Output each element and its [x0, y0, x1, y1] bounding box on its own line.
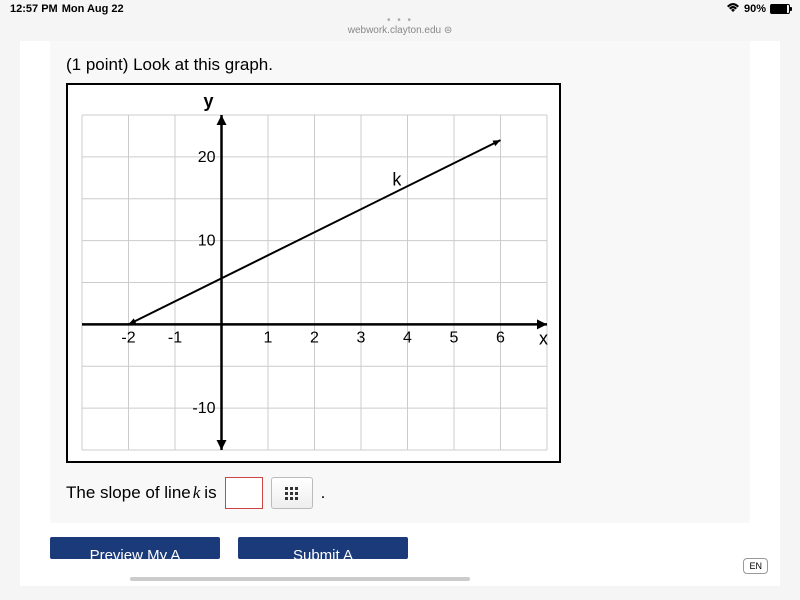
answer-period: . [321, 483, 326, 503]
battery-pct: 90% [744, 3, 766, 15]
status-date: Mon Aug 22 [62, 3, 124, 15]
url-bar[interactable]: webwork.clayton.edu ⊜ [0, 24, 800, 37]
content-area: (1 point) Look at this graph. -2 -1 1 2 3 4 5 6… [20, 41, 780, 586]
preview-button[interactable]: Preview My A [50, 537, 220, 559]
submit-button[interactable]: Submit A [238, 537, 408, 559]
svg-text:-10: -10 [192, 400, 215, 417]
graph-svg: -2-1123456-101020xyk [82, 115, 547, 450]
svg-text:-2: -2 [121, 329, 135, 346]
problem-panel: (1 point) Look at this graph. -2 -1 1 2 3 4 5 6… [50, 41, 750, 523]
svg-text:20: 20 [198, 149, 216, 166]
battery-icon [770, 4, 790, 14]
answer-var: k [193, 483, 201, 503]
action-buttons: Preview My A Submit A [50, 537, 750, 559]
graph-frame: -2 -1 1 2 3 4 5 6 -10 10 20 x y k [66, 83, 561, 463]
reader-icon: ⊜ [444, 25, 452, 36]
svg-text:4: 4 [403, 329, 412, 346]
status-time: 12:57 PM [10, 3, 58, 15]
svg-text:6: 6 [496, 329, 505, 346]
problem-prompt: (1 point) Look at this graph. [66, 55, 734, 75]
answer-row: The slope of line k is . [66, 477, 734, 509]
keypad-icon [285, 487, 298, 500]
svg-text:k: k [392, 170, 402, 190]
wifi-icon [726, 3, 740, 16]
horizontal-scrollbar[interactable] [130, 577, 470, 581]
answer-label-pre: The slope of line [66, 483, 191, 503]
svg-text:x: x [539, 328, 548, 348]
svg-text:10: 10 [198, 233, 216, 250]
keypad-button[interactable] [271, 477, 313, 509]
svg-text:3: 3 [357, 329, 366, 346]
answer-input[interactable] [225, 477, 263, 509]
answer-label-post: is [204, 483, 216, 503]
svg-text:5: 5 [450, 329, 459, 346]
svg-text:2: 2 [310, 329, 319, 346]
language-badge[interactable]: EN [743, 558, 768, 574]
svg-text:y: y [204, 91, 214, 111]
svg-text:1: 1 [264, 329, 273, 346]
svg-text:-1: -1 [168, 329, 182, 346]
